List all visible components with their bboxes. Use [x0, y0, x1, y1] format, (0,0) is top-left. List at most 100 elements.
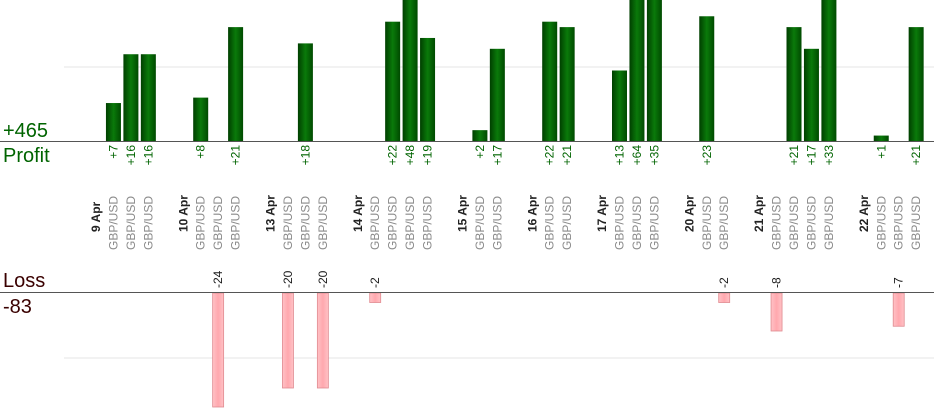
profit-bar: [297, 43, 313, 142]
pair-label: GBP/USD: [822, 196, 836, 250]
pair-label: GBP/USD: [717, 196, 731, 250]
pair-label: GBP/USD: [124, 196, 138, 250]
pair-label: GBP/USD: [543, 196, 557, 250]
date-label: 14 Apr: [351, 195, 365, 232]
pair-label: GBP/USD: [141, 196, 155, 250]
profit-value-label: +8: [194, 145, 208, 159]
profit-bar: [140, 54, 156, 141]
loss-total: -83: [3, 296, 32, 318]
axes: [0, 141, 934, 293]
profit-bar: [489, 48, 505, 141]
date-label: 15 Apr: [455, 195, 469, 232]
pair-label: GBP/USD: [909, 196, 923, 250]
loss-bar: [369, 292, 382, 303]
profit-value-label: +21: [229, 145, 243, 166]
date-label: 10 Apr: [176, 195, 190, 232]
pair-label: GBP/USD: [630, 196, 644, 250]
profit-value-label: +19: [421, 145, 435, 166]
profit-label: Profit: [3, 145, 50, 167]
profit-bar: [542, 21, 558, 142]
profit-bar: [123, 54, 139, 141]
date-label: 20 Apr: [682, 195, 696, 232]
profit-bar: [612, 70, 627, 141]
pair-label: GBP/USD: [403, 196, 417, 250]
pair-label: GBP/USD: [700, 196, 714, 250]
profit-value-label: +23: [700, 145, 714, 166]
loss-label: Loss: [3, 270, 46, 292]
profit-bar: [873, 135, 889, 141]
profit-value-label: +1: [874, 145, 888, 159]
pair-label: GBP/USD: [560, 196, 574, 250]
date-label: 16 Apr: [525, 195, 539, 232]
profit-bar: [193, 97, 209, 141]
pair-label: GBP/USD: [787, 196, 801, 250]
loss-value-label: -20: [316, 270, 330, 288]
loss-bar: [718, 292, 731, 303]
profit-bar: [908, 27, 924, 141]
profit-value-label: +7: [106, 145, 120, 159]
pair-label: GBP/USD: [211, 196, 225, 250]
loss-value-label: -20: [281, 270, 295, 288]
date-label: 17 Apr: [595, 195, 609, 232]
profit-value-label: +22: [543, 145, 557, 166]
date-label: 13 Apr: [264, 195, 278, 232]
pair-label: GBP/USD: [368, 196, 382, 250]
pair-label: GBP/USD: [106, 196, 120, 250]
profit-value-label: +2: [473, 145, 487, 159]
loss-bar: [316, 292, 329, 389]
profit-value-label: +21: [787, 145, 801, 166]
loss-bar: [282, 292, 294, 389]
pair-label: GBP/USD: [770, 196, 784, 250]
profit-bar: [385, 21, 401, 142]
profit-value-label: +22: [386, 145, 400, 166]
date-label: 22 Apr: [857, 195, 871, 232]
profit-value-label: +13: [613, 145, 627, 166]
profit-value-label: +35: [647, 145, 661, 166]
profit-value-label: +33: [822, 145, 836, 166]
pair-label: GBP/USD: [298, 196, 312, 250]
date-label: 9 Apr: [89, 201, 103, 232]
profit-value-label: +48: [403, 145, 417, 166]
loss-value-label: -2: [717, 277, 731, 288]
pair-label: GBP/USD: [386, 196, 400, 250]
loss-value-label: -8: [770, 277, 784, 288]
profit-value-label: +64: [630, 145, 644, 166]
loss-bar: [892, 292, 905, 327]
loss-bar: [212, 292, 225, 408]
profit-bar: [646, 0, 662, 141]
profit-bar: [105, 103, 121, 141]
profit-value-label: +16: [141, 145, 155, 166]
loss-value-label: -2: [368, 277, 382, 288]
pair-label: GBP/USD: [490, 196, 504, 250]
profit-bar: [699, 16, 715, 142]
loss-bar: [770, 292, 783, 332]
pair-label: GBP/USD: [421, 196, 435, 250]
profit-value-label: +21: [909, 145, 923, 166]
pair-label: GBP/USD: [804, 196, 818, 250]
pair-label: GBP/USD: [281, 196, 295, 250]
profit-bar: [803, 48, 819, 141]
pair-label: GBP/USD: [473, 196, 487, 250]
profit-value-label: +16: [124, 145, 138, 166]
profit-total: +465: [3, 120, 49, 142]
pair-label: GBP/USD: [647, 196, 661, 250]
profit-value-label: +17: [804, 145, 818, 166]
date-label: 21 Apr: [752, 195, 766, 232]
loss-value-label: -7: [892, 277, 906, 288]
pair-label: GBP/USD: [229, 196, 243, 250]
pair-label: GBP/USD: [892, 196, 906, 250]
pair-label: GBP/USD: [316, 196, 330, 250]
profit-bar: [402, 0, 418, 141]
profit-bar: [472, 130, 488, 141]
pair-label: GBP/USD: [194, 196, 208, 250]
profit-value-label: +18: [298, 145, 312, 166]
bars: [105, 0, 924, 408]
profit-bar: [821, 0, 837, 141]
profit-value-label: +21: [560, 145, 574, 166]
profit-bar: [559, 27, 575, 141]
loss-value-label: -24: [211, 270, 225, 288]
profit-bar: [786, 27, 802, 141]
profit-bar: [420, 37, 436, 141]
profit-value-label: +17: [490, 145, 504, 166]
